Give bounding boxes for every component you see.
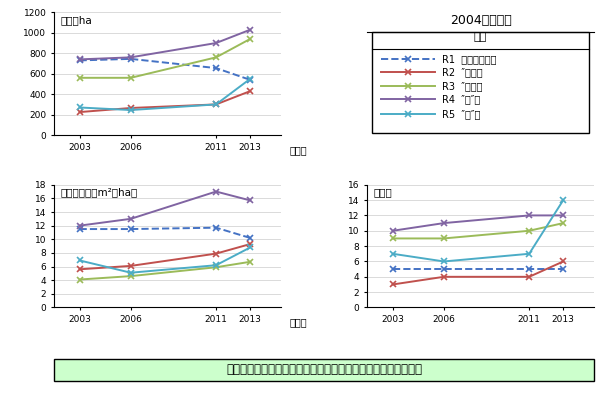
FancyBboxPatch shape bbox=[54, 359, 594, 381]
Text: R2  ″「中」: R2 ″「中」 bbox=[442, 67, 482, 78]
Text: 種　数: 種 数 bbox=[374, 187, 392, 197]
Text: R1  伐採率「低」: R1 伐採率「低」 bbox=[442, 54, 496, 64]
Text: R5  ″「″」: R5 ″「″」 bbox=[442, 109, 481, 119]
Text: R3  ″「高」: R3 ″「高」 bbox=[442, 81, 482, 91]
Text: 2004年　間伐: 2004年 間伐 bbox=[449, 14, 511, 27]
Text: （年）: （年） bbox=[290, 317, 308, 327]
Text: 胸高断面積（m²／ha）: 胸高断面積（m²／ha） bbox=[61, 187, 138, 197]
Text: R4  ″「″」: R4 ″「″」 bbox=[442, 95, 480, 104]
Text: 伐採率の低い林分では本数・胸高断面積が減少（種数は不変）: 伐採率の低い林分では本数・胸高断面積が減少（種数は不変） bbox=[226, 363, 422, 376]
Text: （年）: （年） bbox=[290, 145, 308, 155]
Text: 凡例: 凡例 bbox=[474, 32, 487, 42]
Text: 本数／ha: 本数／ha bbox=[61, 15, 92, 25]
FancyBboxPatch shape bbox=[371, 32, 589, 133]
